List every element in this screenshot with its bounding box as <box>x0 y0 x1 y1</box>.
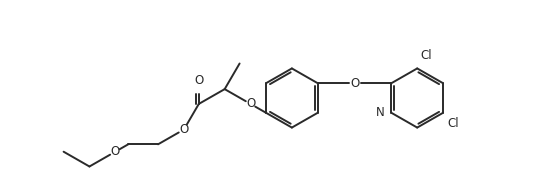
Text: O: O <box>350 77 359 90</box>
Text: O: O <box>111 145 120 158</box>
Text: O: O <box>246 97 255 110</box>
Text: Cl: Cl <box>447 117 459 130</box>
Text: N: N <box>376 106 384 119</box>
Text: O: O <box>194 74 204 87</box>
Text: Cl: Cl <box>420 49 432 62</box>
Text: O: O <box>179 123 189 136</box>
